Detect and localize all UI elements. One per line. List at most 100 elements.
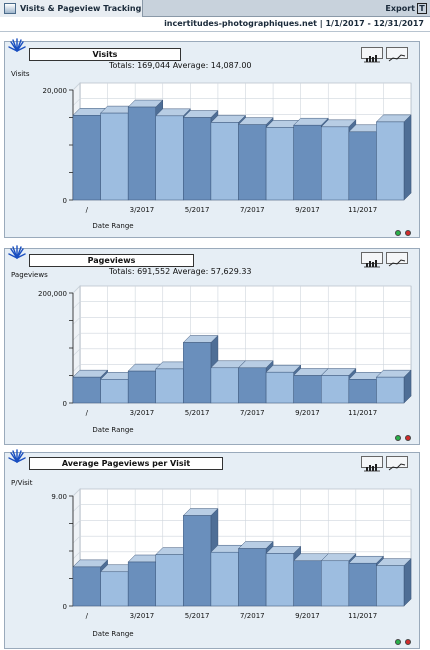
x-tick-label: 9/2017 bbox=[295, 612, 320, 620]
x-tick-label: 9/2017 bbox=[295, 409, 320, 417]
visits-chart: 0 20,000 Visits / 3/2017 5/2017 7/2017 9/2017 11… bbox=[11, 70, 412, 230]
x-tick-label: / bbox=[86, 612, 89, 620]
bar bbox=[376, 121, 405, 201]
y-axis-label: P/Visit bbox=[11, 479, 33, 487]
gridline bbox=[72, 504, 81, 512]
bar bbox=[155, 368, 184, 404]
report-header: incertitudes-photographiques.net | 1/1/2… bbox=[0, 17, 430, 32]
bar bbox=[238, 367, 267, 404]
bar bbox=[376, 565, 405, 607]
bar bbox=[100, 379, 129, 404]
bar bbox=[100, 571, 129, 607]
bar-chart-icon bbox=[364, 260, 380, 268]
bar bbox=[127, 370, 156, 404]
bar bbox=[265, 553, 294, 607]
bar-chart-button[interactable] bbox=[361, 47, 383, 63]
site-and-date-range: incertitudes-photographiques.net | 1/1/2… bbox=[164, 19, 424, 28]
x-tick-label: 11/2017 bbox=[348, 409, 377, 417]
bar-side bbox=[403, 558, 412, 607]
top-bar: Visits & Pageview Tracking Export T bbox=[0, 0, 430, 17]
x-tick-label: 5/2017 bbox=[185, 409, 210, 417]
export-label: Export bbox=[385, 4, 415, 13]
starburst-icon bbox=[8, 245, 26, 259]
pageviews-per-visit-chart: 0 9.00 P/Visit / 3/2017 5/2017 7/2017 9/2017 11/… bbox=[11, 479, 412, 638]
bar bbox=[155, 115, 184, 201]
y-axis-label: Visits bbox=[11, 70, 30, 78]
bar-chart-button[interactable] bbox=[361, 456, 383, 472]
gridline bbox=[72, 520, 81, 528]
bar bbox=[321, 126, 350, 201]
gridline bbox=[72, 535, 81, 544]
x-tick-label: / bbox=[86, 409, 89, 417]
starburst-icon bbox=[8, 38, 26, 52]
pageviews-panel: Pageviews Totals: 691,552 Average: 57,62… bbox=[4, 245, 420, 445]
bar bbox=[183, 117, 212, 201]
x-tick-label: 11/2017 bbox=[348, 612, 377, 620]
gridline bbox=[72, 98, 81, 106]
tab-visits-pageview-tracking[interactable]: Visits & Pageview Tracking bbox=[0, 0, 143, 17]
gridline bbox=[72, 285, 81, 294]
y-tick-label: 0 bbox=[63, 197, 67, 205]
panel-title: Visits bbox=[29, 48, 181, 61]
line-chart-icon bbox=[388, 259, 406, 267]
bar-chart-icon bbox=[364, 464, 380, 472]
status-red-icon bbox=[405, 435, 411, 441]
line-chart-button[interactable] bbox=[386, 456, 408, 471]
x-tick-label: 5/2017 bbox=[185, 612, 210, 620]
bar bbox=[321, 375, 350, 404]
bar bbox=[155, 554, 184, 607]
tab-label: Visits & Pageview Tracking bbox=[20, 4, 142, 13]
bar bbox=[72, 376, 101, 404]
y-tick-label: 200,000 bbox=[38, 290, 67, 298]
export-button[interactable]: Export T bbox=[385, 3, 427, 14]
line-chart-button[interactable] bbox=[386, 47, 408, 62]
x-tick-label: / bbox=[86, 206, 89, 214]
bar bbox=[210, 551, 239, 607]
y-tick-label: 0 bbox=[63, 400, 67, 408]
x-tick-label: 3/2017 bbox=[130, 409, 155, 417]
x-axis-label: Date Range bbox=[92, 222, 133, 230]
report-icon bbox=[4, 3, 16, 14]
bar-chart-icon bbox=[364, 55, 380, 63]
x-tick-label: 7/2017 bbox=[240, 206, 265, 214]
gridline bbox=[72, 551, 81, 560]
pageviews-chart: 0 200,000 Pageviews / 3/2017 5/2017 7/2017 9/20… bbox=[11, 271, 412, 434]
x-tick-label: 7/2017 bbox=[240, 409, 265, 417]
status-green-icon bbox=[395, 230, 401, 236]
y-tick-label: 20,000 bbox=[43, 87, 68, 95]
bar-side bbox=[403, 114, 412, 201]
x-axis-label: Date Range bbox=[92, 426, 133, 434]
panel-title: Average Pageviews per Visit bbox=[29, 457, 223, 470]
x-tick-label: 11/2017 bbox=[348, 206, 377, 214]
x-tick-label: 7/2017 bbox=[240, 612, 265, 620]
bar bbox=[376, 376, 405, 404]
starburst-icon bbox=[8, 449, 26, 463]
totals-text: Totals: 691,552 Average: 57,629.33 bbox=[109, 267, 252, 276]
totals-text: Totals: 169,044 Average: 14,087.00 bbox=[109, 61, 252, 70]
bar bbox=[238, 124, 267, 201]
status-red-icon bbox=[405, 639, 411, 645]
x-tick-label: 9/2017 bbox=[295, 206, 320, 214]
y-axis-label: Pageviews bbox=[11, 271, 48, 279]
bar bbox=[293, 375, 322, 404]
y-tick-label: 0 bbox=[63, 603, 67, 611]
bar bbox=[210, 122, 239, 201]
bar bbox=[265, 371, 294, 404]
line-chart-button[interactable] bbox=[386, 252, 408, 267]
bar bbox=[321, 560, 350, 607]
bar bbox=[183, 342, 212, 404]
bar-chart-button[interactable] bbox=[361, 252, 383, 268]
status-red-icon bbox=[405, 230, 411, 236]
pageviews-per-visit-panel: Average Pageviews per Visit 0 9.00 P/Visit… bbox=[4, 449, 420, 649]
status-green-icon bbox=[395, 639, 401, 645]
gridline bbox=[72, 348, 81, 357]
visits-panel: Visits Totals: 169,044 Average: 14,087.0… bbox=[4, 38, 420, 238]
line-chart-icon bbox=[388, 54, 406, 62]
line-chart-icon bbox=[388, 463, 406, 471]
gridline bbox=[72, 82, 81, 91]
y-tick-label: 9.00 bbox=[51, 493, 67, 501]
bar bbox=[127, 106, 156, 201]
bar bbox=[183, 515, 212, 607]
x-tick-label: 3/2017 bbox=[130, 612, 155, 620]
bar bbox=[348, 131, 377, 201]
